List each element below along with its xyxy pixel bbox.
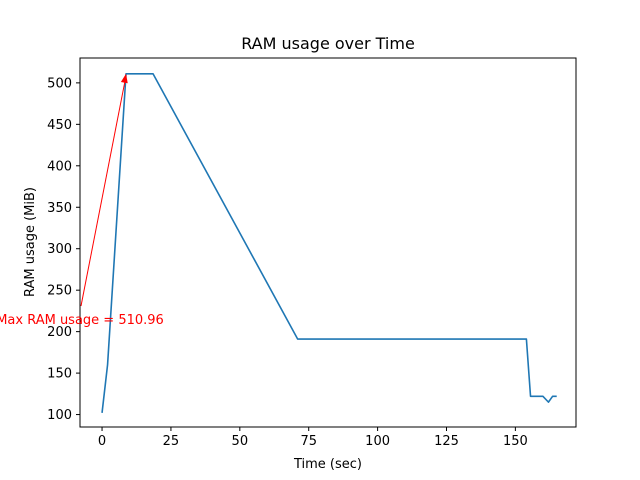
y-axis-label: RAM usage (MiB) (23, 187, 38, 297)
x-tick-label: 0 (98, 434, 106, 449)
axes-frame (79, 57, 577, 428)
chart-title: RAM usage over Time (241, 34, 415, 53)
y-tick-label: 150 (47, 367, 72, 382)
annotation: Max RAM usage = 510.96 (0, 73, 164, 328)
y-tick-label: 400 (47, 159, 72, 174)
annotation-arrow (80, 75, 127, 307)
x-tick-label: 75 (300, 434, 317, 449)
x-tick-label: 25 (163, 434, 180, 449)
y-axis: 100 150 200 250 300 350 400 450 500 (47, 76, 80, 423)
x-tick-label: 100 (365, 434, 390, 449)
x-axis-label: Time (sec) (293, 457, 362, 472)
annotation-arrowhead (120, 73, 128, 84)
y-tick-label: 300 (47, 242, 72, 257)
x-tick-label: 150 (503, 434, 528, 449)
y-tick-label: 450 (47, 118, 72, 133)
y-tick-label: 500 (47, 76, 72, 91)
x-tick-label: 125 (434, 434, 459, 449)
x-tick-label: 50 (232, 434, 249, 449)
y-tick-label: 250 (47, 284, 72, 299)
plot-area (101, 72, 557, 413)
x-axis: 0 25 50 75 100 125 150 (98, 427, 528, 449)
annotation-text: Max RAM usage = 510.96 (0, 313, 164, 328)
series-line (101, 72, 557, 413)
y-tick-label: 350 (47, 201, 72, 216)
y-tick-label: 100 (47, 408, 72, 423)
y-tick-label: 200 (47, 325, 72, 340)
